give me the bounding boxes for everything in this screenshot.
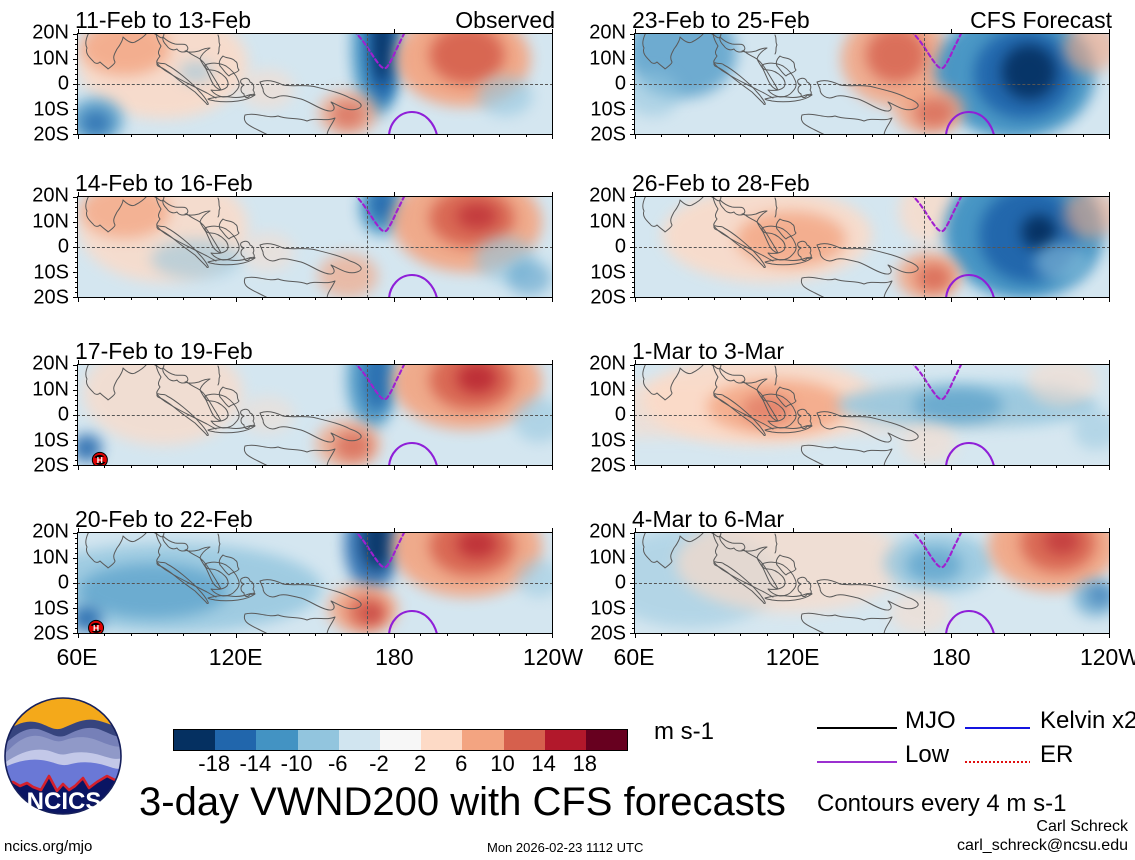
svg-text:NCICS: NCICS — [27, 788, 102, 815]
